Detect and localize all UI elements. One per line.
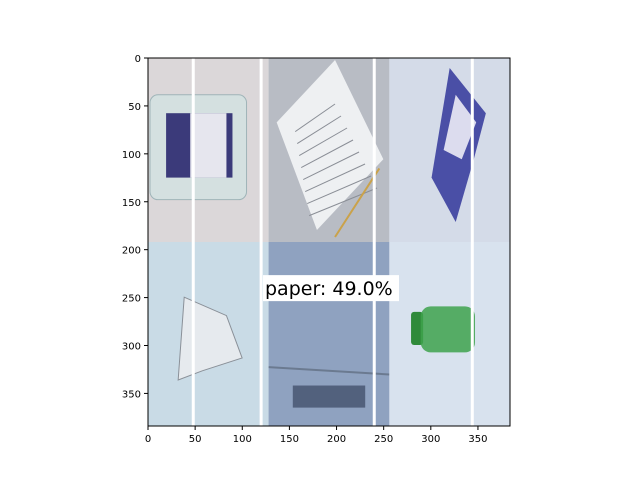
- tile-cardboard-box: [268, 242, 390, 426]
- y-tick-label: 100: [122, 150, 141, 161]
- x-tick-label: 50: [189, 434, 202, 445]
- y-axis: 0 50 100 150 200 250 300 350: [122, 54, 148, 400]
- tile-crumpled-wrapper: [389, 58, 510, 242]
- tile-paper-document: [268, 58, 390, 242]
- x-tick-label: 200: [327, 434, 346, 445]
- y-tick-label: 350: [122, 389, 141, 400]
- y-tick-label: 150: [122, 198, 141, 209]
- y-tick-label: 200: [122, 246, 141, 257]
- tile-plastic-bottle-label: [148, 58, 269, 242]
- vertical-lines: [191, 58, 474, 426]
- axes-frame: [147, 57, 511, 427]
- tile-crumpled-paper-ball: [148, 242, 269, 426]
- y-tick-label: 250: [122, 294, 141, 305]
- annotation-background: [263, 275, 400, 302]
- x-axis: 0 50 100 150 200 250 300 350: [145, 426, 487, 445]
- x-tick-label: 250: [374, 434, 393, 445]
- annotation-label: paper: 49.0%: [265, 278, 393, 300]
- x-tick-label: 150: [280, 434, 299, 445]
- x-tick-label: 0: [145, 434, 151, 445]
- y-tick-label: 300: [122, 342, 141, 353]
- y-tick-label: 50: [128, 102, 141, 113]
- tile-green-glass-bottle: [389, 242, 510, 426]
- x-tick-label: 350: [468, 434, 487, 445]
- annotation: paper: 49.0%: [263, 275, 400, 302]
- x-tick-label: 300: [421, 434, 440, 445]
- x-tick-label: 100: [233, 434, 252, 445]
- y-tick-label: 0: [135, 54, 141, 65]
- image-mosaic: [148, 58, 510, 426]
